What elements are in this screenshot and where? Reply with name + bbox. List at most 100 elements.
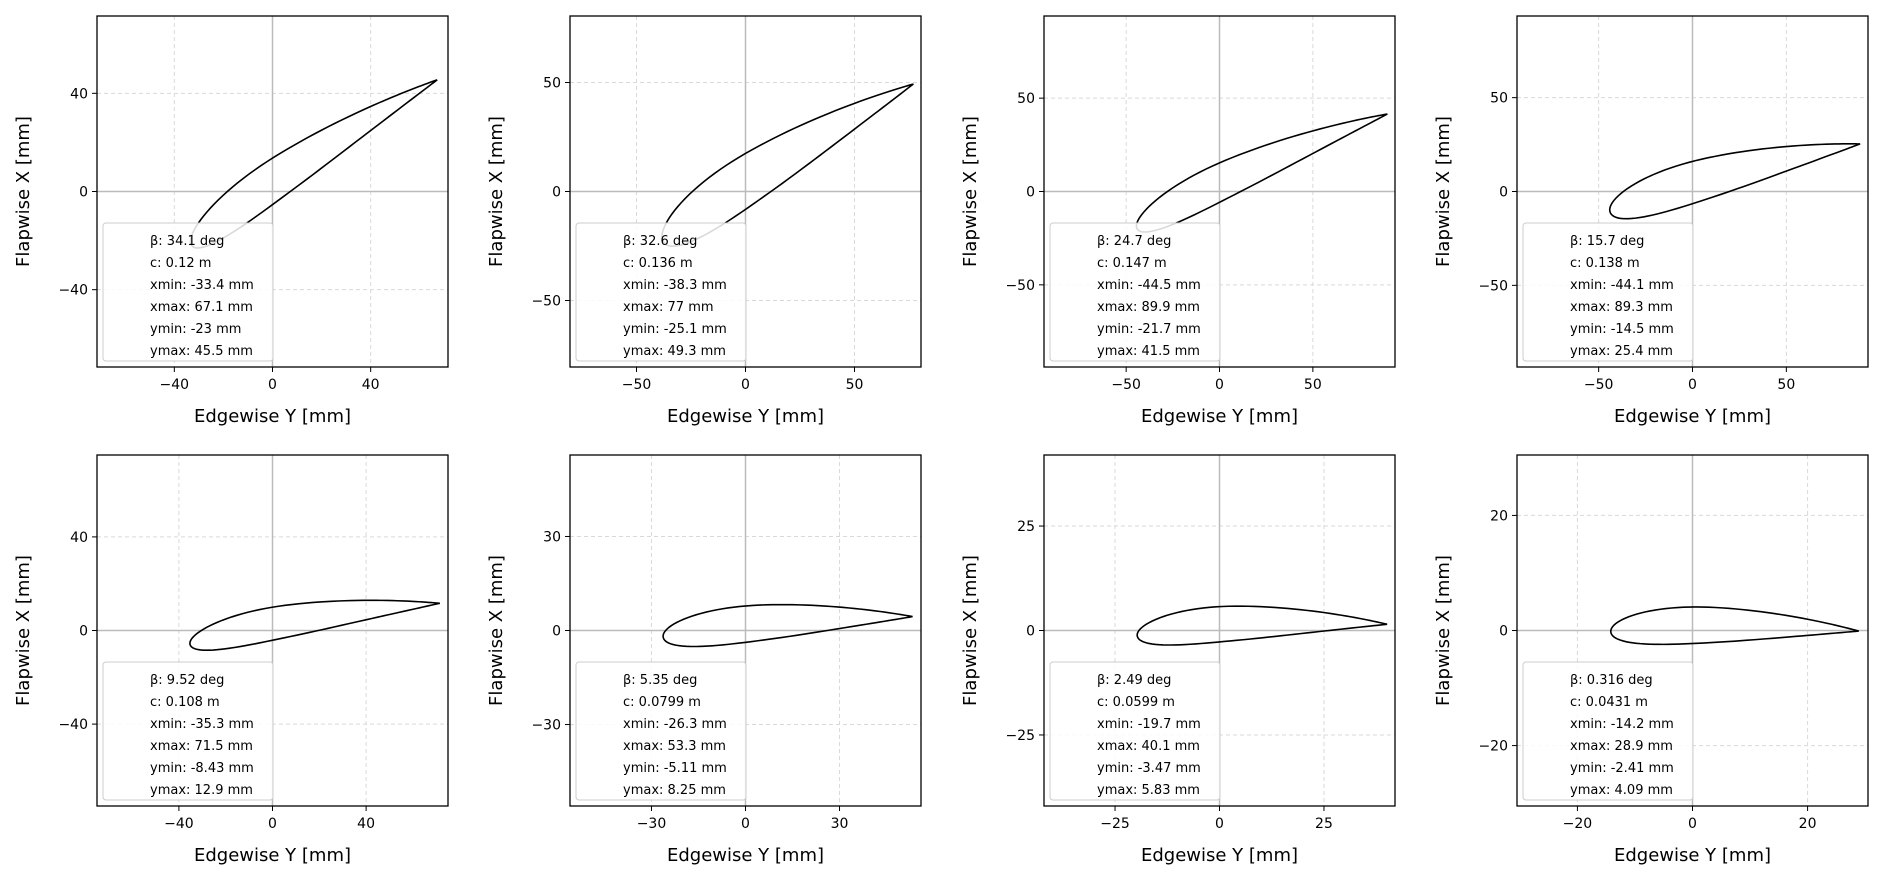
legend-entry: c: 0.0799 m bbox=[623, 695, 701, 710]
legend-entry: xmax: 67.1 mm bbox=[150, 300, 253, 315]
x-tick-label: 50 bbox=[1777, 377, 1795, 393]
x-tick-label: 0 bbox=[1215, 377, 1224, 393]
legend-entry: β: 32.6 deg bbox=[623, 234, 697, 249]
legend-entry: xmax: 53.3 mm bbox=[623, 739, 726, 754]
y-axis-label: Flapwise X [mm] bbox=[1433, 555, 1454, 706]
subplot-1: β: 34.1 deg c: 0.12 m xmin: -33.4 mm xmax: … bbox=[13, 15, 449, 427]
y-tick-label: 0 bbox=[1499, 185, 1508, 201]
y-axis-label: Flapwise X [mm] bbox=[960, 116, 981, 267]
airfoil-curve bbox=[662, 603, 913, 648]
legend-entry: ymin: -5.11 mm bbox=[623, 761, 727, 776]
airfoil-curve bbox=[1608, 143, 1861, 220]
legend-frame bbox=[1522, 661, 1694, 801]
x-tick-label: 20 bbox=[1799, 816, 1817, 832]
y-axis-label: Flapwise X [mm] bbox=[960, 555, 981, 706]
legend-entry: c: 0.138 m bbox=[1570, 256, 1640, 271]
x-axis-label: Edgewise Y [mm] bbox=[194, 406, 351, 427]
y-tick-label: 20 bbox=[1490, 508, 1508, 524]
y-tick-label: 0 bbox=[79, 185, 88, 201]
legend-entry: ymin: -25.1 mm bbox=[623, 322, 727, 337]
x-tick-label: −20 bbox=[1563, 816, 1593, 832]
y-tick-label: 40 bbox=[70, 530, 88, 546]
x-axis-label: Edgewise Y [mm] bbox=[1614, 406, 1771, 427]
legend-entry: xmax: 89.3 mm bbox=[1570, 300, 1673, 315]
x-axis-label: Edgewise Y [mm] bbox=[1141, 845, 1298, 866]
legend-entry: xmin: -14.2 mm bbox=[1570, 717, 1674, 732]
legend-entry: c: 0.147 m bbox=[1097, 256, 1167, 271]
x-tick-label: 40 bbox=[357, 816, 375, 832]
x-tick-label: 50 bbox=[1304, 377, 1322, 393]
y-tick-label: 0 bbox=[552, 624, 561, 640]
x-tick-label: 25 bbox=[1315, 816, 1333, 832]
legend-entry: β: 5.35 deg bbox=[623, 673, 697, 688]
subplot-2: β: 32.6 deg c: 0.136 m xmin: -38.3 mm xmax:… bbox=[486, 15, 922, 427]
y-tick-label: 40 bbox=[70, 86, 88, 102]
y-tick-label: 0 bbox=[79, 624, 88, 640]
x-axis-label: Edgewise Y [mm] bbox=[1141, 406, 1298, 427]
subplot-5: β: 9.52 deg c: 0.108 m xmin: -35.3 mm xmax:… bbox=[13, 454, 449, 866]
airfoil-curve bbox=[1135, 113, 1388, 233]
y-axis-label: Flapwise X [mm] bbox=[13, 116, 34, 267]
legend-entry: ymax: 49.3 mm bbox=[623, 344, 726, 359]
legend-entry: ymax: 41.5 mm bbox=[1097, 344, 1200, 359]
y-tick-label: −25 bbox=[1005, 728, 1035, 744]
legend-box: β: 9.52 deg c: 0.108 m xmin: -35.3 mm xmax:… bbox=[102, 661, 274, 801]
y-tick-label: −40 bbox=[58, 283, 88, 299]
airfoil-curve bbox=[1136, 605, 1388, 646]
legend-entry: ymin: -2.41 mm bbox=[1570, 761, 1674, 776]
legend-entry: ymax: 4.09 mm bbox=[1570, 783, 1673, 798]
y-tick-label: −50 bbox=[1478, 278, 1508, 294]
legend-box: β: 5.35 deg c: 0.0799 m xmin: -26.3 mm xmax… bbox=[575, 661, 747, 801]
legend-entry: xmax: 77 mm bbox=[623, 300, 714, 315]
legend-entry: ymin: -8.43 mm bbox=[150, 761, 254, 776]
x-tick-label: 0 bbox=[268, 377, 277, 393]
y-axis-label: Flapwise X [mm] bbox=[486, 116, 507, 267]
legend-entry: xmin: -33.4 mm bbox=[150, 278, 254, 293]
y-axis-label: Flapwise X [mm] bbox=[1433, 116, 1454, 267]
x-tick-label: 0 bbox=[1688, 377, 1697, 393]
x-tick-label: −50 bbox=[1111, 377, 1141, 393]
legend-entry: c: 0.108 m bbox=[150, 695, 220, 710]
legend-entry: β: 15.7 deg bbox=[1570, 234, 1644, 249]
y-tick-label: 0 bbox=[1499, 624, 1508, 640]
legend-entry: ymax: 8.25 mm bbox=[623, 783, 726, 798]
legend-entry: ymax: 25.4 mm bbox=[1570, 344, 1673, 359]
legend-entry: c: 0.0599 m bbox=[1097, 695, 1175, 710]
subplot-3: β: 24.7 deg c: 0.147 m xmin: -44.5 mm xmax:… bbox=[960, 15, 1396, 427]
legend-entry: β: 2.49 deg bbox=[1097, 673, 1171, 688]
x-tick-label: 0 bbox=[1215, 816, 1224, 832]
x-axis-label: Edgewise Y [mm] bbox=[1614, 845, 1771, 866]
legend-entry: ymax: 45.5 mm bbox=[150, 344, 253, 359]
x-tick-label: 0 bbox=[1688, 816, 1697, 832]
legend-box: β: 32.6 deg c: 0.136 m xmin: -38.3 mm xmax:… bbox=[575, 222, 747, 362]
y-tick-label: 30 bbox=[543, 529, 561, 545]
y-tick-label: 25 bbox=[1017, 519, 1035, 535]
legend-entry: xmin: -35.3 mm bbox=[150, 717, 254, 732]
legend-frame bbox=[102, 222, 274, 362]
y-tick-label: −40 bbox=[58, 717, 88, 733]
legend-entry: β: 0.316 deg bbox=[1570, 673, 1653, 688]
y-axis-label: Flapwise X [mm] bbox=[486, 555, 507, 706]
y-axis-label: Flapwise X [mm] bbox=[13, 555, 34, 706]
legend-entry: ymin: -23 mm bbox=[150, 322, 241, 337]
y-tick-label: 50 bbox=[1017, 91, 1035, 107]
subplot-8: β: 0.316 deg c: 0.0431 m xmin: -14.2 mm xma… bbox=[1433, 454, 1869, 866]
x-axis-label: Edgewise Y [mm] bbox=[194, 845, 351, 866]
legend-box: β: 24.7 deg c: 0.147 m xmin: -44.5 mm xmax:… bbox=[1049, 222, 1221, 362]
legend-entry: xmin: -19.7 mm bbox=[1097, 717, 1201, 732]
x-tick-label: −50 bbox=[622, 377, 652, 393]
legend-entry: ymax: 5.83 mm bbox=[1097, 783, 1200, 798]
y-tick-label: −30 bbox=[531, 718, 561, 734]
legend-entry: c: 0.0431 m bbox=[1570, 695, 1648, 710]
legend-frame bbox=[575, 661, 747, 801]
subplot-4: β: 15.7 deg c: 0.138 m xmin: -44.1 mm xmax:… bbox=[1433, 15, 1869, 427]
legend-entry: xmin: -44.5 mm bbox=[1097, 278, 1201, 293]
legend-entry: c: 0.136 m bbox=[623, 256, 693, 271]
subplot-7: β: 2.49 deg c: 0.0599 m xmin: -19.7 mm xmax… bbox=[960, 454, 1396, 866]
legend-box: β: 34.1 deg c: 0.12 m xmin: -33.4 mm xmax: … bbox=[102, 222, 274, 362]
x-tick-label: 40 bbox=[362, 377, 380, 393]
x-axis-label: Edgewise Y [mm] bbox=[667, 406, 824, 427]
y-tick-label: −50 bbox=[1005, 278, 1035, 294]
legend-entry: xmax: 71.5 mm bbox=[150, 739, 253, 754]
